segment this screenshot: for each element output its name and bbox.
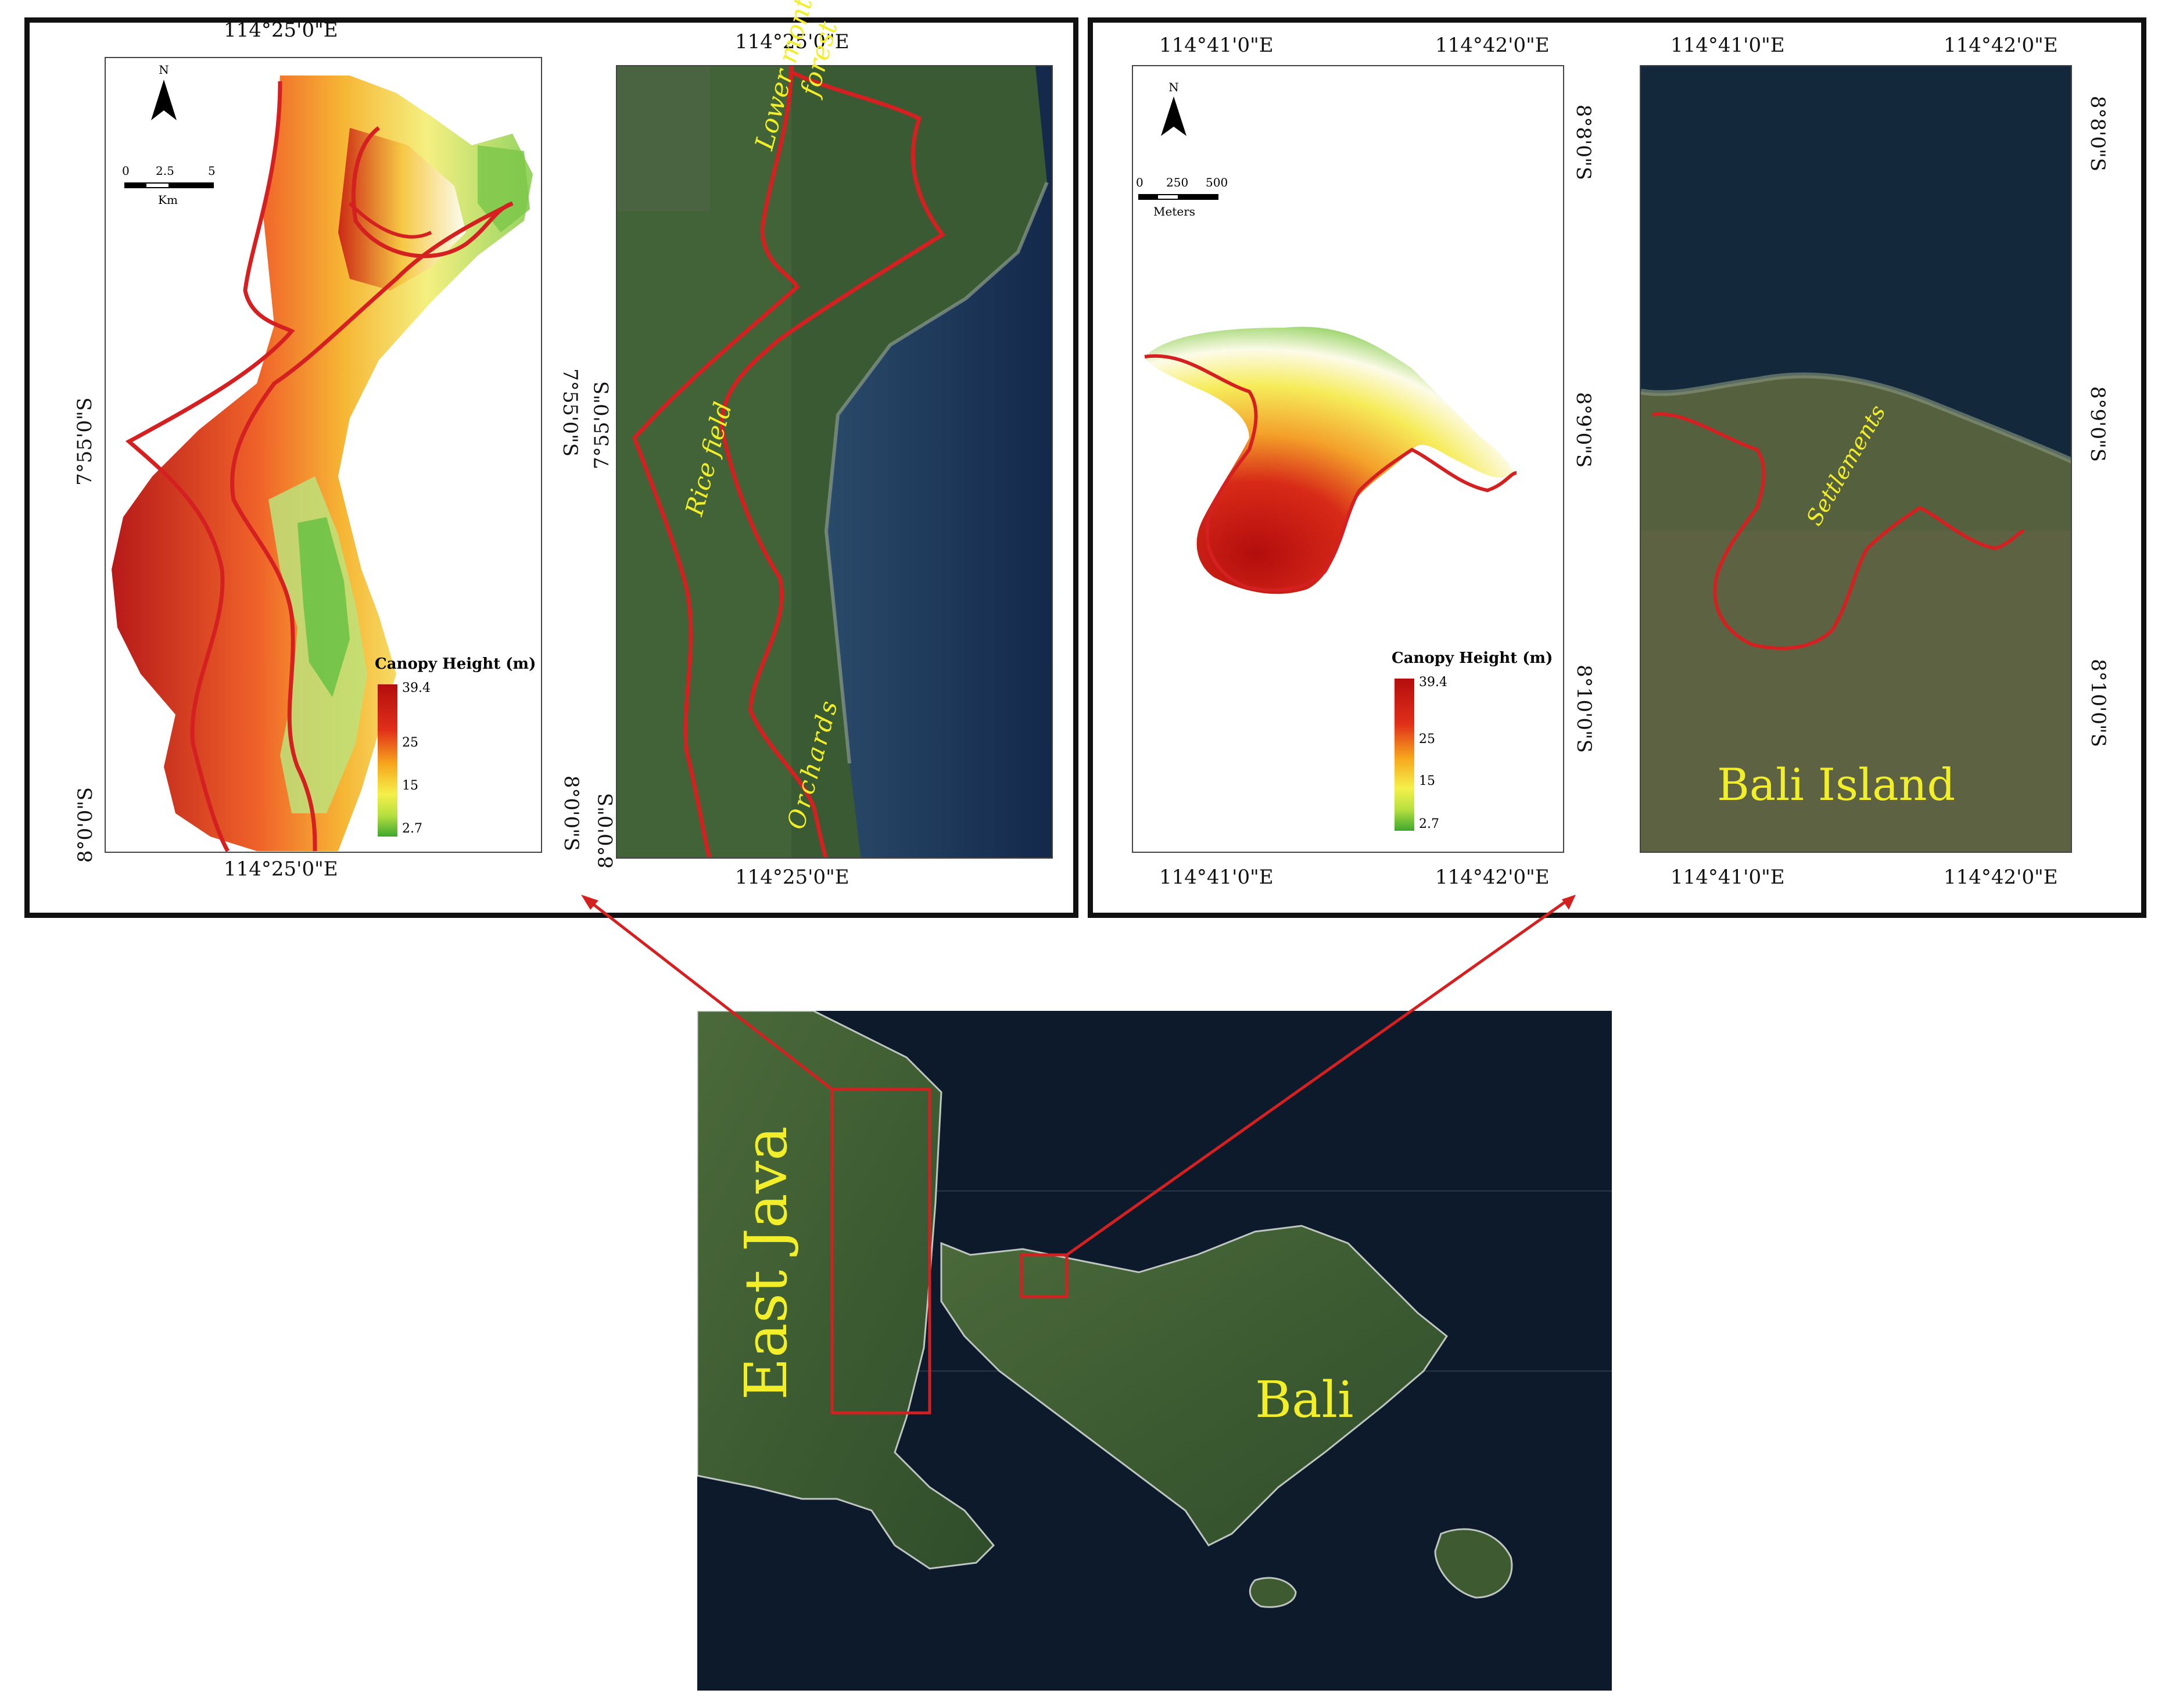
canopy-left-bottom-coord: 114°25'0"E xyxy=(224,857,338,881)
canopy-left-top-coord: 114°25'0"E xyxy=(224,19,338,42)
scale-tick: 2.5 xyxy=(156,164,174,178)
label-bali-island: Bali Island xyxy=(1717,759,1956,810)
north-arrow-right: N xyxy=(1157,80,1190,138)
sat-left-top-coord: 114°25'0"E xyxy=(735,30,849,53)
canopy-right-lat-1: 7°55'0"S xyxy=(558,368,582,457)
canopy-left-lat-2: 8°0'0"S xyxy=(74,787,98,863)
north-label-right: N xyxy=(1168,80,1179,94)
canopy-map-right-graphic xyxy=(1144,326,1517,594)
canopy-right-top-coord-2: 114°42'0"E xyxy=(1435,34,1550,57)
legend-tick: 39.4 xyxy=(402,681,431,695)
scale-unit: Meters xyxy=(1153,204,1196,218)
scale-tick: 0 xyxy=(1136,175,1143,189)
satellite-map-right xyxy=(1640,65,2072,853)
label-east-java: East Java xyxy=(732,1126,800,1400)
canopy-right-lat-2: 8°0'0"S xyxy=(560,775,583,852)
sat-left-lat-2: 8°0'0"S xyxy=(594,792,618,869)
canopy-map-left-graphic xyxy=(112,76,533,852)
canopy-right-lat-label-3: 8°10'0"S xyxy=(1572,665,1596,753)
scale-tick: 250 xyxy=(1166,175,1189,189)
overview-map-graphic xyxy=(697,1011,1612,1608)
label-bali: Bali xyxy=(1255,1371,1354,1429)
sat-left-bottom-coord: 114°25'0"E xyxy=(735,866,849,889)
canopy-height-map-right xyxy=(1132,65,1564,853)
legend-tick: 2.7 xyxy=(1419,817,1439,831)
legend-title-left: Canopy Height (m) xyxy=(375,655,536,673)
satellite-map-left xyxy=(616,65,1053,859)
legend-colorbar-right xyxy=(1395,679,1414,831)
canopy-right-bottom-coord-1: 114°41'0"E xyxy=(1159,866,1274,889)
scale-tick: 5 xyxy=(208,164,216,178)
legend-tick: 39.4 xyxy=(1419,675,1447,690)
canopy-left-lat-1: 7°55'0"S xyxy=(73,397,96,486)
canopy-right-bottom-coord-2: 114°42'0"E xyxy=(1435,866,1550,889)
north-arrow-icon xyxy=(1161,96,1186,136)
north-arrow-icon xyxy=(151,80,177,120)
satellite-map-right-graphic xyxy=(1641,66,2071,852)
sat-right-lat-2: 8°9'0"S xyxy=(2086,386,2110,462)
sat-right-bottom-coord-1: 114°41'0"E xyxy=(1671,866,1785,889)
scale-bar-graphic xyxy=(124,182,214,188)
canopy-right-lat-label-1: 8°8'0"S xyxy=(1572,104,1596,181)
north-arrow-left: N xyxy=(146,63,181,123)
legend-title-right: Canopy Height (m) xyxy=(1392,650,1553,667)
canopy-right-lat-label-2: 8°9'0"S xyxy=(1572,392,1596,468)
legend-tick: 25 xyxy=(1419,732,1435,747)
satellite-map-left-graphic xyxy=(617,66,1052,857)
legend-colorbar-left xyxy=(378,684,397,837)
legend-tick: 15 xyxy=(1419,774,1435,788)
sat-right-bottom-coord-2: 114°42'0"E xyxy=(1944,866,2058,889)
legend-tick: 25 xyxy=(402,735,418,750)
scale-tick: 0 xyxy=(122,164,130,178)
scale-unit: Km xyxy=(158,193,178,207)
sat-right-lat-3: 8°10'0"S xyxy=(2086,659,2110,747)
legend-tick: 2.7 xyxy=(402,821,422,836)
sat-right-lat-1: 8°8'0"S xyxy=(2086,95,2110,172)
scale-bar-graphic xyxy=(1138,194,1218,200)
scale-tick: 500 xyxy=(1206,175,1228,189)
canopy-right-top-coord-1: 114°41'0"E xyxy=(1159,34,1274,57)
canopy-height-map-left xyxy=(105,57,542,853)
legend-tick: 15 xyxy=(402,778,418,793)
sat-right-top-coord-1: 114°41'0"E xyxy=(1671,34,1785,57)
overview-map xyxy=(697,1011,1612,1691)
sat-right-top-coord-2: 114°42'0"E xyxy=(1944,34,2058,57)
north-label: N xyxy=(159,63,169,77)
sat-left-lat-1: 7°55'0"S xyxy=(590,381,614,469)
